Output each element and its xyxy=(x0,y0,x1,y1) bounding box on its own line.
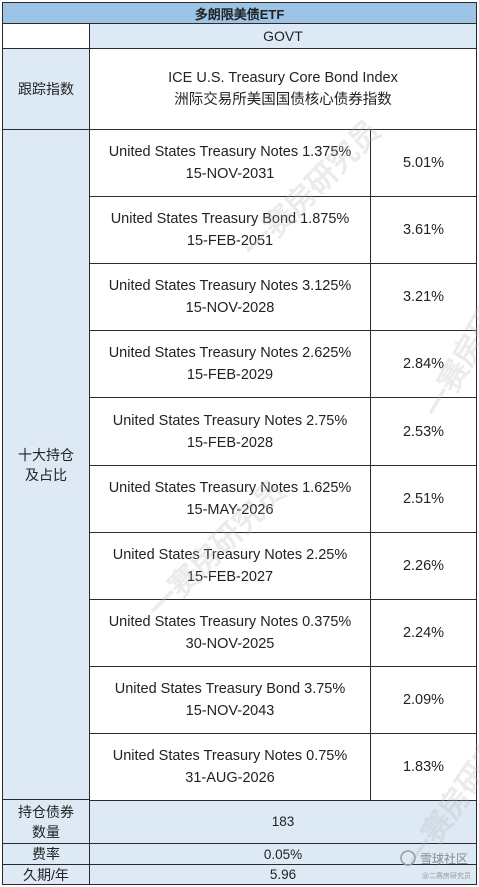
holding-weight: 2.84% xyxy=(370,330,477,398)
holding-maturity: 15-MAY-2026 xyxy=(186,502,274,518)
holding-name-cell: United States Treasury Notes 2.25% 15-FEB… xyxy=(89,532,371,600)
holdings-label: 十大持仓 及占比 xyxy=(2,129,90,800)
holding-name: United States Treasury Notes 2.25% xyxy=(112,547,348,563)
holding-maturity: 15-FEB-2027 xyxy=(186,569,274,585)
holding-weight: 2.53% xyxy=(370,397,477,466)
holding-name-cell: United States Treasury Notes 1.625% 15-MA… xyxy=(89,465,371,533)
holding-weight: 2.51% xyxy=(370,465,477,533)
count-label-line1: 持仓债券 xyxy=(18,803,74,820)
holding-maturity: 15-FEB-2029 xyxy=(186,367,274,383)
holding-name-cell: United States Treasury Notes 2.625% 15-FE… xyxy=(89,330,371,398)
holding-maturity: 15-FEB-2028 xyxy=(186,434,274,451)
holding-weight: 3.21% xyxy=(370,263,477,331)
holdings-label-line1: 十大持仓 xyxy=(18,446,74,463)
holding-name: United States Treasury Notes 2.625% xyxy=(108,345,352,361)
holding-maturity: 15-NOV-2043 xyxy=(185,703,275,719)
count-value: 183 xyxy=(89,799,477,844)
holding-name: United States Treasury Notes 3.125% xyxy=(108,278,352,294)
ticker-cell: GOVT xyxy=(89,23,477,49)
index-name-en: ICE U.S. Treasury Core Bond Index xyxy=(168,70,398,86)
holding-maturity: 31-AUG-2026 xyxy=(185,770,275,786)
duration-label: 久期/年 xyxy=(2,864,90,885)
fund-name-header: 多朗限美债ETF xyxy=(2,2,477,24)
holding-name: United States Treasury Notes 1.625% xyxy=(108,480,352,496)
holding-weight: 1.83% xyxy=(370,733,477,801)
holding-name-cell: United States Treasury Notes 0.75% 31-AUG… xyxy=(89,733,371,801)
holding-weight: 2.26% xyxy=(370,532,477,600)
count-label-line2: 数量 xyxy=(32,823,60,840)
holding-name-cell: United States Treasury Bond 3.75% 15-NOV-… xyxy=(89,666,371,734)
holding-name: United States Treasury Notes 1.375% xyxy=(108,144,352,160)
holding-name-cell: United States Treasury Notes 3.125% 15-NO… xyxy=(89,263,371,331)
holding-maturity: 15-NOV-2031 xyxy=(185,166,275,182)
holding-name-cell: United States Treasury Notes 0.375% 30-NO… xyxy=(89,599,371,667)
holding-weight: 2.24% xyxy=(370,599,477,667)
duration-value: 5.96 xyxy=(89,864,477,885)
holding-name-cell: United States Treasury Bond 1.875% 15-FEB… xyxy=(89,196,371,264)
count-label: 持仓债券 数量 xyxy=(2,799,90,844)
holding-weight: 5.01% xyxy=(370,129,477,197)
index-name-cn: 洲际交易所美国国债核心债券指数 xyxy=(174,92,392,108)
holding-name: United States Treasury Notes 0.375% xyxy=(108,614,352,630)
holding-weight: 3.61% xyxy=(370,196,477,264)
holding-maturity: 30-NOV-2025 xyxy=(185,636,275,652)
ticker-row-blank xyxy=(2,23,90,49)
holding-name: United States Treasury Notes 0.75% xyxy=(112,748,348,764)
index-label: 跟踪指数 xyxy=(2,48,90,130)
holding-name: United States Treasury Bond 3.75% xyxy=(114,681,346,697)
holding-maturity: 15-FEB-2051 xyxy=(186,233,274,249)
holding-weight: 2.09% xyxy=(370,666,477,734)
fee-value: 0.05% xyxy=(89,843,477,865)
holding-name-cell: United States Treasury Notes 1.375% 15-NO… xyxy=(89,129,371,197)
holding-name: United States Treasury Notes 2.75% xyxy=(112,412,348,429)
holding-maturity: 15-NOV-2028 xyxy=(185,300,275,316)
fee-label: 费率 xyxy=(2,843,90,865)
holding-name-cell: United States Treasury Notes 2.75% 15-FEB… xyxy=(89,397,371,466)
holding-name: United States Treasury Bond 1.875% xyxy=(110,211,350,227)
index-name-cell: ICE U.S. Treasury Core Bond Index 洲际交易所美… xyxy=(89,48,477,130)
holdings-label-line2: 及占比 xyxy=(25,466,67,483)
